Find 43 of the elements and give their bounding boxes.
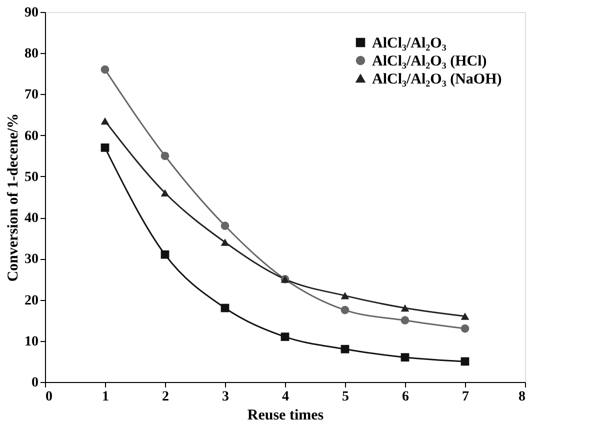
y-tick-label: 90: [24, 6, 38, 20]
point: [460, 357, 470, 366]
point: [160, 152, 170, 160]
point: [460, 312, 470, 320]
point: [220, 222, 230, 230]
legend-label: AlCl₃/Al₂O₃ (HCl): [372, 54, 487, 70]
y-tick-label: 50: [24, 170, 38, 185]
x-tick-label: 0: [46, 390, 52, 404]
y-tick-label: 30: [24, 252, 38, 268]
point: [100, 143, 110, 152]
y-tick-label: 60: [24, 128, 38, 144]
point: [400, 353, 410, 362]
point: [160, 189, 170, 197]
legend-label: AlCl₃/Al₂O₃ (NaOH): [372, 72, 502, 88]
point: [340, 306, 350, 314]
point: [460, 324, 470, 333]
point: [160, 250, 170, 259]
point: [340, 344, 350, 354]
x-tick-label: 5: [342, 390, 349, 404]
x-tick-label: 6: [402, 390, 409, 404]
point: [400, 316, 410, 325]
point: [400, 304, 410, 312]
x-axis-title: Reuse times: [247, 408, 324, 424]
x-tick-label: 8: [518, 390, 526, 404]
point: [220, 304, 230, 312]
point: [100, 65, 110, 74]
y-axis-title: Conversion of 1-decene/%: [6, 113, 22, 282]
x-tick-label: 2: [162, 390, 169, 404]
x-tick-label: 3: [222, 390, 229, 404]
legend-label: AlCl₃/Al₂O₃: [372, 36, 447, 52]
y-tick-label: 0: [32, 376, 38, 390]
x-tick-label: 1: [102, 390, 109, 404]
y-tick-label: 10: [24, 334, 38, 350]
point: [220, 238, 230, 246]
y-tick-label: 20: [24, 293, 38, 308]
y-tick-label: 80: [24, 46, 38, 62]
point: [100, 117, 110, 125]
point: [340, 292, 350, 300]
y-tick-label: 70: [24, 88, 38, 103]
y-tick-label: 40: [24, 211, 38, 226]
x-tick-label: 7: [462, 390, 469, 404]
point: [280, 332, 290, 341]
x-tick-label: 4: [282, 390, 289, 404]
